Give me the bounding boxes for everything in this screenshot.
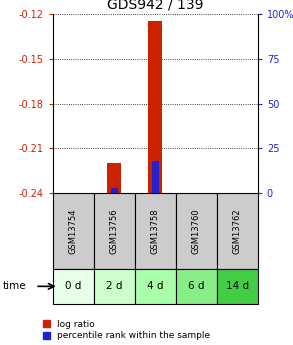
Bar bbox=[53, 193, 94, 269]
Bar bbox=[107, 163, 121, 193]
Bar bbox=[135, 193, 176, 269]
Text: 0 d: 0 d bbox=[65, 282, 81, 291]
Text: GSM13758: GSM13758 bbox=[151, 208, 160, 254]
Text: 4 d: 4 d bbox=[147, 282, 163, 291]
Bar bbox=[94, 193, 135, 269]
Bar bbox=[110, 188, 118, 193]
Bar bbox=[217, 193, 258, 269]
Text: 2 d: 2 d bbox=[106, 282, 122, 291]
Bar bbox=[217, 269, 258, 304]
Text: GSM13762: GSM13762 bbox=[233, 208, 242, 254]
Text: GSM13754: GSM13754 bbox=[69, 208, 78, 254]
Bar bbox=[135, 269, 176, 304]
Text: GSM13760: GSM13760 bbox=[192, 208, 201, 254]
Bar bbox=[53, 269, 94, 304]
Legend: log ratio, percentile rank within the sample: log ratio, percentile rank within the sa… bbox=[42, 320, 210, 341]
Text: 6 d: 6 d bbox=[188, 282, 205, 291]
Text: GSM13756: GSM13756 bbox=[110, 208, 119, 254]
Title: GDS942 / 139: GDS942 / 139 bbox=[107, 0, 204, 11]
Bar bbox=[148, 21, 162, 193]
Text: 14 d: 14 d bbox=[226, 282, 249, 291]
Bar bbox=[94, 269, 135, 304]
Bar bbox=[151, 161, 159, 193]
Text: time: time bbox=[3, 282, 27, 291]
Bar bbox=[176, 269, 217, 304]
Bar bbox=[176, 193, 217, 269]
